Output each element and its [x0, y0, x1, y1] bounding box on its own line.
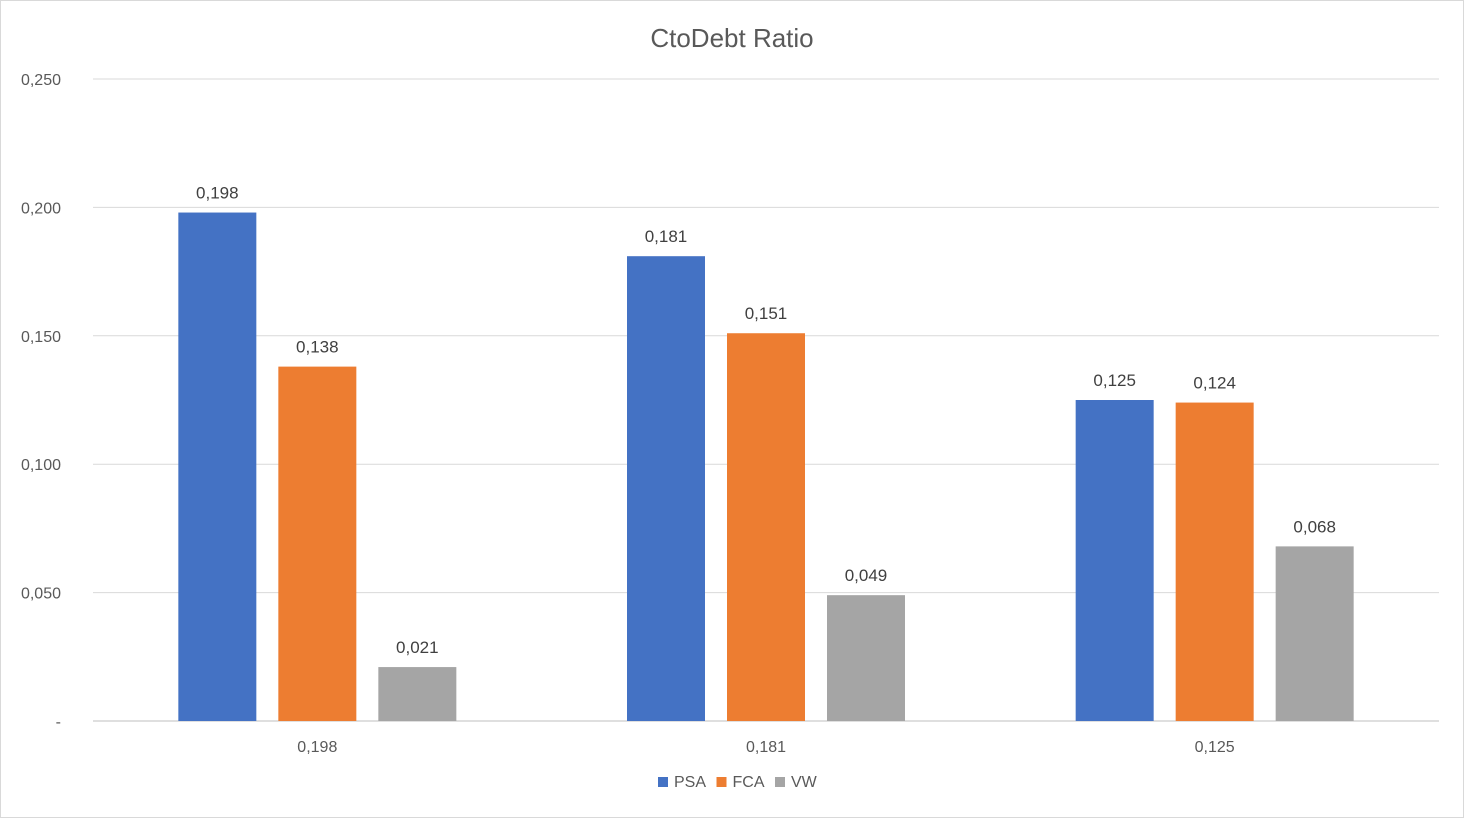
x-tick-label: 0,198 [297, 739, 337, 756]
x-tick-label: 0,125 [1195, 739, 1235, 756]
legend-swatch-psa [658, 777, 668, 787]
bar-fca [278, 366, 357, 721]
bar-psa [1075, 400, 1154, 721]
chart-title: CtoDebt Ratio [650, 23, 813, 53]
y-tick-label: - [56, 714, 61, 731]
y-tick-label: 0,050 [21, 586, 61, 603]
bar-vw [827, 595, 905, 721]
data-label: 0,125 [1093, 371, 1136, 390]
y-tick-label: 0,200 [21, 200, 61, 217]
legend-label-fca: FCA [733, 774, 765, 791]
bars [178, 212, 1354, 721]
data-label: 0,049 [845, 566, 888, 585]
data-label: 0,198 [196, 184, 239, 203]
x-axis-ticks: 0,198 0,181 0,125 [297, 739, 1234, 756]
legend-swatch-fca [716, 777, 727, 787]
legend-label-vw: VW [791, 774, 818, 791]
bar-vw [1275, 546, 1354, 721]
bar-psa [627, 256, 705, 721]
data-label: 0,124 [1193, 374, 1236, 393]
bar-fca [1175, 402, 1254, 721]
data-labels: 0,198 0,138 0,021 0,181 0,151 0,049 0,125 0,124… [196, 184, 1336, 658]
bar-psa [178, 212, 257, 721]
y-tick-label: 0,250 [21, 72, 61, 89]
bar-vw [378, 667, 457, 721]
y-tick-label: 0,100 [21, 457, 61, 474]
legend-label-psa: PSA [674, 774, 706, 791]
legend-swatch-vw [775, 777, 785, 787]
bar-fca [727, 333, 805, 721]
data-label: 0,151 [745, 304, 788, 323]
y-tick-label: 0,150 [21, 329, 61, 346]
x-tick-label: 0,181 [746, 739, 786, 756]
data-label: 0,181 [645, 227, 688, 246]
legend: PSA FCA VW [658, 774, 818, 791]
y-axis-ticks: - 0,050 0,100 0,150 0,200 0,250 [21, 72, 61, 731]
data-label: 0,068 [1293, 517, 1336, 536]
data-label: 0,138 [296, 338, 339, 357]
data-label: 0,021 [396, 638, 439, 657]
